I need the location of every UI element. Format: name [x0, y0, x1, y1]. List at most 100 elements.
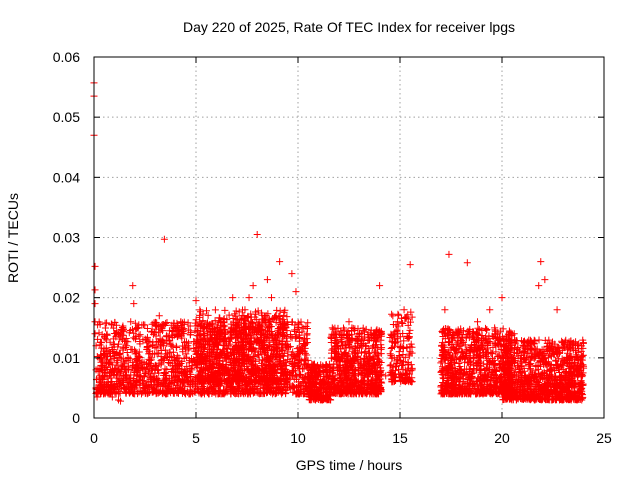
- data-point: [450, 358, 458, 366]
- data-point: [341, 348, 349, 356]
- data-point: [227, 334, 235, 342]
- data-point: [259, 341, 267, 349]
- data-point: [398, 319, 406, 327]
- data-point: [104, 348, 112, 356]
- data-point: [340, 377, 348, 385]
- data-point: [248, 319, 256, 327]
- data-point: [198, 350, 206, 358]
- data-point: [464, 371, 472, 379]
- data-point: [309, 361, 317, 369]
- data-point: [489, 333, 497, 341]
- data-point: [222, 330, 230, 338]
- data-point: [396, 343, 404, 351]
- data-point: [451, 387, 459, 395]
- data-point: [279, 326, 287, 334]
- data-point: [219, 346, 227, 354]
- data-point: [332, 389, 340, 397]
- data-point: [444, 374, 452, 382]
- data-point: [256, 338, 264, 346]
- data-point: [492, 366, 500, 374]
- data-point: [159, 356, 167, 364]
- data-point: [363, 384, 371, 392]
- data-point: [106, 353, 114, 361]
- data-point: [499, 325, 507, 333]
- data-point: [478, 387, 486, 395]
- data-point: [407, 308, 415, 316]
- data-point: [179, 348, 187, 356]
- data-point: [364, 357, 372, 365]
- data-point: [335, 353, 343, 361]
- data-point: [477, 365, 485, 373]
- data-point: [369, 332, 377, 340]
- data-point: [473, 378, 481, 386]
- data-point: [341, 369, 349, 377]
- data-point: [153, 381, 161, 389]
- data-point: [144, 337, 152, 345]
- data-point: [290, 351, 298, 359]
- grid-lines: [94, 57, 604, 418]
- data-point: [129, 359, 137, 367]
- data-point: [245, 337, 253, 345]
- data-point: [122, 389, 130, 397]
- data-point: [283, 343, 291, 351]
- data-point: [362, 390, 370, 398]
- data-point: [282, 374, 290, 382]
- data-point: [474, 374, 482, 382]
- data-point: [241, 320, 249, 328]
- data-point: [113, 357, 121, 365]
- data-point: [388, 310, 396, 318]
- data-point: [344, 359, 352, 367]
- data-point: [469, 368, 477, 376]
- data-point: [258, 350, 266, 358]
- data-point: [94, 335, 102, 343]
- data-point: [263, 384, 271, 392]
- data-point: [388, 337, 396, 345]
- data-point: [196, 311, 204, 319]
- data-point: [282, 332, 290, 340]
- data-point: [339, 352, 347, 360]
- data-point: [292, 375, 300, 383]
- data-point: [331, 324, 339, 332]
- data-point: [160, 369, 168, 377]
- data-point: [290, 384, 298, 392]
- data-point: [438, 342, 446, 350]
- data-point: [118, 324, 126, 332]
- data-point: [294, 362, 302, 370]
- data-point: [234, 322, 242, 330]
- data-point: [145, 383, 153, 391]
- data-point: [203, 389, 211, 397]
- data-point: [441, 335, 449, 343]
- data-point: [319, 368, 327, 376]
- data-point: [268, 334, 276, 342]
- data-point: [121, 384, 129, 392]
- data-point: [272, 353, 280, 361]
- data-point: [361, 361, 369, 369]
- data-point: [466, 360, 474, 368]
- data-point: [362, 325, 370, 333]
- data-point: [358, 377, 366, 385]
- data-point: [204, 311, 212, 319]
- data-point: [130, 334, 138, 342]
- data-point: [170, 377, 178, 385]
- data-point: [111, 367, 119, 375]
- data-point: [398, 361, 406, 369]
- data-point: [186, 386, 194, 394]
- data-point: [151, 343, 159, 351]
- data-point: [97, 361, 105, 369]
- data-point: [108, 320, 116, 328]
- data-point: [478, 380, 486, 388]
- data-point: [482, 324, 490, 332]
- data-point: [352, 375, 360, 383]
- data-point: [330, 376, 338, 384]
- data-point: [369, 354, 377, 362]
- data-point: [283, 337, 291, 345]
- data-point: [230, 386, 238, 394]
- data-point: [157, 361, 165, 369]
- data-point: [493, 377, 501, 385]
- data-point: [270, 315, 278, 323]
- data-point: [471, 336, 479, 344]
- data-point: [135, 321, 143, 329]
- data-point: [117, 382, 125, 390]
- data-point: [280, 331, 288, 339]
- data-point: [115, 389, 123, 397]
